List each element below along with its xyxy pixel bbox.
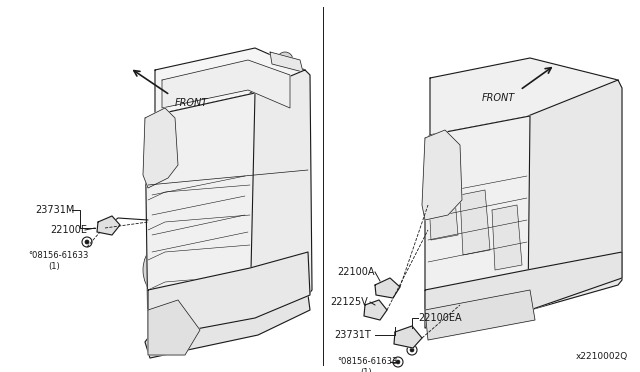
Circle shape bbox=[444, 100, 460, 116]
Polygon shape bbox=[155, 48, 305, 115]
Circle shape bbox=[407, 345, 417, 355]
Text: 22100E: 22100E bbox=[50, 225, 87, 235]
Circle shape bbox=[222, 240, 258, 276]
Text: 22100EA: 22100EA bbox=[418, 313, 461, 323]
Polygon shape bbox=[492, 205, 522, 270]
Circle shape bbox=[492, 73, 532, 113]
Polygon shape bbox=[428, 175, 458, 240]
Polygon shape bbox=[528, 80, 622, 310]
Text: 23731T: 23731T bbox=[334, 330, 371, 340]
Circle shape bbox=[393, 357, 403, 367]
Polygon shape bbox=[148, 252, 310, 338]
Circle shape bbox=[498, 79, 526, 107]
Circle shape bbox=[432, 88, 472, 128]
Polygon shape bbox=[250, 70, 312, 320]
Text: (1): (1) bbox=[360, 369, 372, 372]
Circle shape bbox=[396, 360, 400, 364]
Circle shape bbox=[178, 85, 192, 99]
Polygon shape bbox=[145, 93, 255, 338]
Polygon shape bbox=[97, 216, 120, 235]
Circle shape bbox=[528, 72, 556, 100]
Circle shape bbox=[85, 240, 89, 244]
Polygon shape bbox=[460, 190, 490, 255]
Circle shape bbox=[143, 235, 213, 305]
Polygon shape bbox=[143, 108, 178, 188]
Circle shape bbox=[410, 348, 414, 352]
Circle shape bbox=[427, 157, 457, 187]
Text: °08156-61633: °08156-61633 bbox=[28, 250, 88, 260]
Circle shape bbox=[212, 230, 268, 286]
Circle shape bbox=[474, 92, 490, 108]
Polygon shape bbox=[425, 290, 535, 340]
Text: (1): (1) bbox=[48, 262, 60, 270]
Polygon shape bbox=[425, 116, 530, 320]
Circle shape bbox=[462, 80, 502, 120]
Text: x2210002Q: x2210002Q bbox=[576, 352, 628, 360]
Text: 23731M: 23731M bbox=[35, 205, 74, 215]
Circle shape bbox=[156, 248, 200, 292]
Polygon shape bbox=[148, 300, 200, 355]
Polygon shape bbox=[270, 52, 303, 72]
Text: 22125V: 22125V bbox=[330, 297, 368, 307]
Circle shape bbox=[277, 52, 293, 68]
Circle shape bbox=[203, 80, 217, 94]
Polygon shape bbox=[394, 326, 422, 348]
Circle shape bbox=[522, 66, 562, 106]
Circle shape bbox=[231, 78, 239, 86]
Circle shape bbox=[206, 83, 214, 91]
Text: 22100A: 22100A bbox=[337, 267, 374, 277]
Circle shape bbox=[82, 237, 92, 247]
Circle shape bbox=[504, 85, 520, 101]
Circle shape bbox=[433, 163, 451, 181]
Polygon shape bbox=[145, 295, 310, 358]
Circle shape bbox=[468, 86, 496, 114]
Polygon shape bbox=[425, 252, 622, 328]
Polygon shape bbox=[430, 58, 618, 138]
Text: °08156-61633: °08156-61633 bbox=[337, 357, 397, 366]
Text: FRONT: FRONT bbox=[482, 93, 515, 103]
Circle shape bbox=[181, 88, 189, 96]
Text: FRONT: FRONT bbox=[175, 98, 208, 108]
Circle shape bbox=[256, 73, 264, 81]
Circle shape bbox=[438, 94, 466, 122]
Polygon shape bbox=[364, 300, 387, 320]
Circle shape bbox=[534, 78, 550, 94]
Circle shape bbox=[253, 70, 267, 84]
Polygon shape bbox=[162, 60, 290, 108]
Polygon shape bbox=[422, 130, 462, 220]
Polygon shape bbox=[375, 278, 400, 298]
Circle shape bbox=[228, 75, 242, 89]
